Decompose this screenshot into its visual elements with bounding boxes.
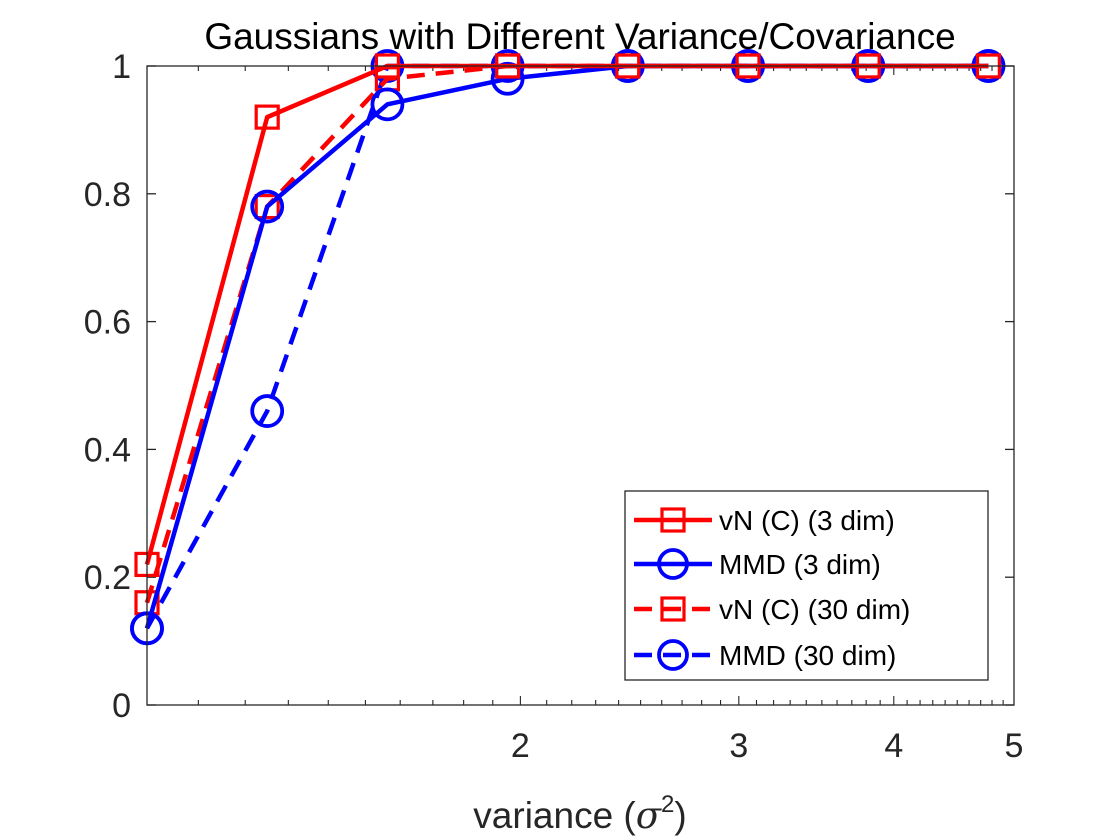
legend-label: vN (C) (30 dim) [719,594,910,625]
x-axis-label: variance (σ2) [473,791,686,837]
y-tick-label: 0.2 [84,559,131,597]
axes-box [146,65,1015,706]
data-point-circle [250,394,285,428]
legend-label: vN (C) (3 dim) [719,505,895,536]
y-tick-label: 1 [112,48,131,86]
x-axis-label-suffix: ) [674,795,686,836]
legend-item: vN (C) (3 dim) [634,505,895,536]
y-tick-label: 0.8 [84,176,131,214]
y-tick-label: 0 [112,687,131,725]
x-tick-labels: 2 3 4 5 [511,727,1024,765]
legend-circle-marker [657,639,689,671]
chart-title: Gaussians with Different Variance/Covari… [204,16,955,57]
legend-items: vN (C) (3 dim) MMD (3 dim) vN (C) (30 dim)… [634,505,910,671]
data-point-circle [250,189,285,224]
legend-item: MMD (3 dim) [634,548,881,580]
legend-square-marker [660,596,686,622]
x-tick-label: 2 [511,727,530,765]
x-tick-label: 3 [729,727,748,765]
data-point-square [254,104,280,130]
x-axis-label-symbol: σ [636,794,663,837]
x-tick-label: 5 [1005,727,1024,765]
legend: vN (C) (3 dim) MMD (3 dim) vN (C) (30 dim)… [624,490,989,681]
x-tick-label: 4 [884,727,903,765]
data-point-square [254,193,280,220]
legend-square-marker [660,507,686,533]
data-point-circle [370,87,405,122]
legend-circle-marker [657,548,689,580]
legend-label: MMD (30 dim) [719,640,896,671]
legend-item: vN (C) (30 dim) [634,594,910,625]
y-tick-label: 0.6 [84,304,131,342]
x-axis-label-superscript: 2 [661,791,674,818]
x-axis-label-prefix: variance ( [473,795,636,836]
y-tick-labels: 0 0.2 0.4 0.6 0.8 1 [84,48,131,725]
legend-label: MMD (3 dim) [719,549,881,580]
y-tick-label: 0.4 [84,431,131,469]
legend-item: MMD (30 dim) [634,639,896,671]
